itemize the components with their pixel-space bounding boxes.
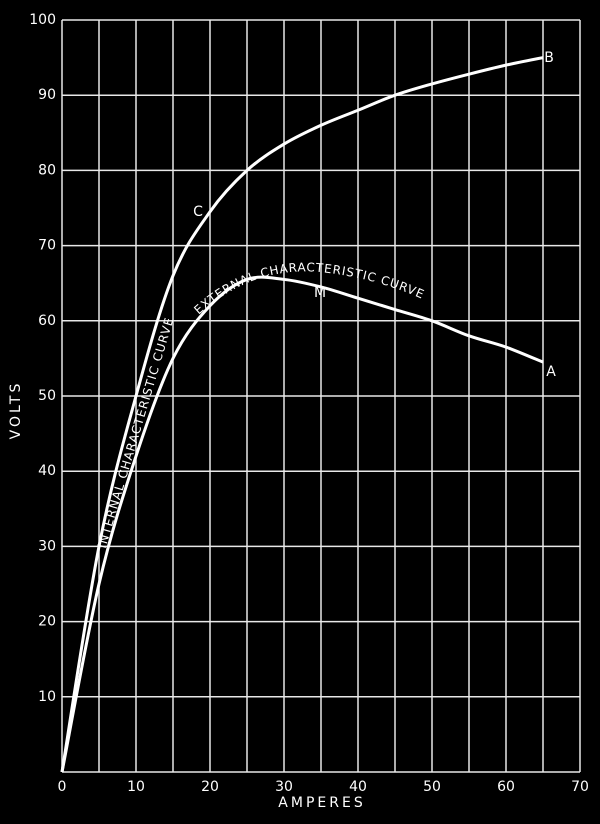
y-axis-label: VOLTS [8, 381, 24, 440]
y-tick-label: 60 [38, 313, 56, 329]
x-tick-label: 10 [127, 779, 145, 795]
x-tick-label: 40 [349, 779, 367, 795]
x-tick-label: 30 [275, 779, 293, 795]
y-tick-label: 30 [38, 538, 56, 554]
y-tick-label: 70 [38, 238, 56, 254]
annotation: M [314, 285, 326, 301]
x-tick-label: 50 [423, 779, 441, 795]
y-tick-label: 80 [38, 162, 56, 178]
y-tick-label: 90 [38, 87, 56, 103]
x-axis-label: AMPERES [278, 795, 365, 811]
y-tick-label: 20 [38, 614, 56, 630]
line [60, 56, 544, 773]
y-tick-label: 100 [29, 12, 56, 28]
annotation: A [546, 364, 556, 380]
line [60, 275, 544, 773]
y-tick-label: 50 [38, 388, 56, 404]
y-tick-label: 10 [38, 689, 56, 705]
x-tick-label: 0 [58, 779, 67, 795]
x-tick-label: 20 [201, 779, 219, 795]
y-tick-label: 40 [38, 463, 56, 479]
annotation: B [544, 50, 554, 66]
x-tick-label: 60 [497, 779, 515, 795]
x-tick-label: 70 [571, 779, 589, 795]
annotation: C [193, 204, 203, 220]
